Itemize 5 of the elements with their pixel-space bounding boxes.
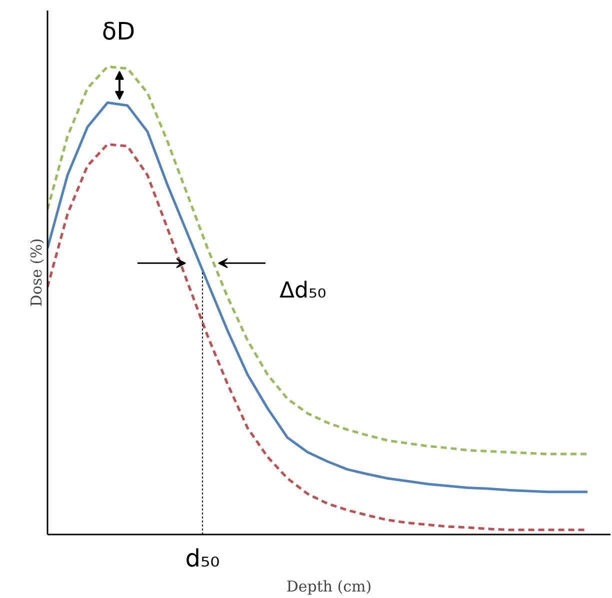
annotation: Δd₅₀ [280,278,326,304]
text: d₅₀ [185,544,220,572]
y-axis-title: Dose (%) [28,238,46,307]
text: δD [102,18,136,46]
x-axis-title: Depth (cm) [286,578,372,596]
